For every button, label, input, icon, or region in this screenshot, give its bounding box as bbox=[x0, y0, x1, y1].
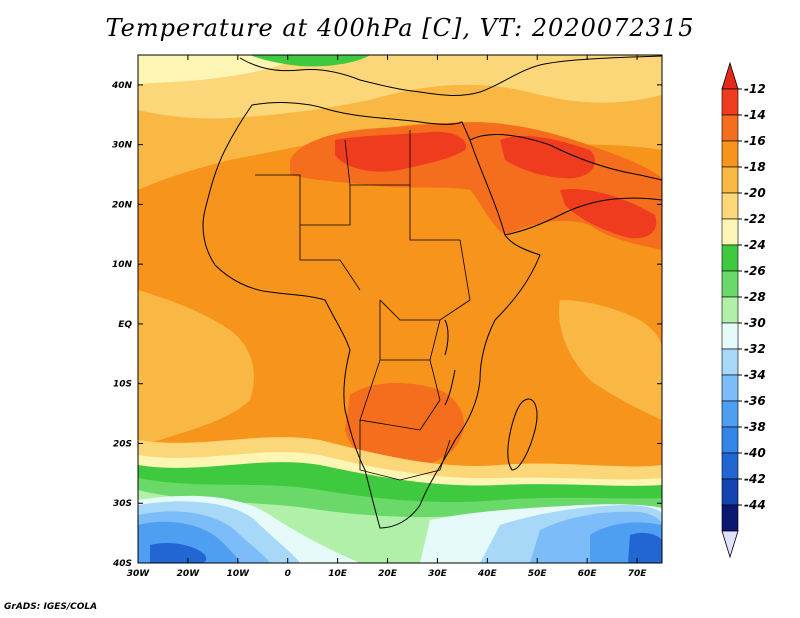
lon-tick-label: 10E bbox=[328, 569, 348, 579]
colorbar-arrow-bottom bbox=[721, 530, 739, 559]
colorbar: -12 -14 -16 -18 -20 -22 -24 -26 -28 -30 -32 -34 -36 -… bbox=[721, 61, 766, 559]
colorbar-label: -18 bbox=[744, 160, 766, 174]
colorbar-swatch bbox=[721, 218, 739, 246]
lon-tick-label: 70E bbox=[628, 569, 648, 579]
lon-tick-label: 10W bbox=[227, 569, 251, 579]
arabia-coastline bbox=[469, 134, 663, 236]
field-zone-hottest-arabia bbox=[500, 135, 595, 179]
lon-tick-label: 30W bbox=[127, 569, 151, 579]
colorbar-label: -40 bbox=[744, 446, 766, 460]
lat-tick-label: 10S bbox=[113, 380, 132, 390]
colorbar-label: -20 bbox=[744, 186, 766, 200]
grads-credit: GrADS: IGES/COLA bbox=[4, 602, 98, 612]
field-zone-hottest-sahara bbox=[335, 131, 466, 172]
lat-tick-label: 40N bbox=[111, 81, 133, 91]
colorbar-label: -12 bbox=[744, 82, 766, 96]
field-zone-southeast-cold4 bbox=[628, 532, 662, 563]
temperature-field bbox=[138, 55, 662, 563]
colorbar-label: -16 bbox=[744, 134, 766, 148]
field-zone-east-light bbox=[559, 300, 662, 420]
colorbar-label: -14 bbox=[744, 108, 766, 122]
lon-tick-label: 50E bbox=[528, 569, 548, 579]
colorbar-swatch bbox=[721, 322, 739, 350]
colorbar-swatch bbox=[721, 270, 739, 298]
colorbar-label: -32 bbox=[744, 342, 766, 356]
field-zone-south-cold4 bbox=[150, 543, 207, 563]
colorbar-swatch bbox=[721, 452, 739, 480]
colorbar-swatch bbox=[721, 400, 739, 428]
colorbar-label: -26 bbox=[744, 264, 766, 278]
lat-tick-label: EQ bbox=[118, 320, 132, 330]
colorbar-swatch bbox=[721, 166, 739, 194]
lon-tick-label: 40E bbox=[477, 569, 498, 579]
map-title: Temperature at 400hPa [C], VT: 202007231… bbox=[105, 14, 695, 42]
colorbar-label: -38 bbox=[744, 420, 766, 434]
map-frame bbox=[137, 54, 663, 564]
colorbar-label: -34 bbox=[744, 368, 766, 382]
lon-tick-label: 20E bbox=[378, 569, 398, 579]
colorbar-swatch bbox=[721, 114, 739, 142]
colorbar-label: -22 bbox=[744, 212, 766, 226]
country-borders bbox=[255, 130, 471, 481]
colorbar-swatch bbox=[721, 192, 739, 220]
lat-tick-label: 10N bbox=[112, 260, 133, 270]
colorbar-label: -36 bbox=[744, 394, 766, 408]
madagascar-coastline bbox=[507, 398, 538, 471]
colorbar-swatch bbox=[721, 88, 739, 116]
field-zone-north-green bbox=[250, 55, 370, 67]
field-zone-south-warm bbox=[345, 383, 464, 470]
field-zone-hottest-east bbox=[560, 189, 657, 239]
colorbar-label: -28 bbox=[744, 290, 766, 304]
coastlines bbox=[202, 55, 663, 529]
lakes bbox=[444, 319, 456, 406]
lat-tick-label: 40S bbox=[112, 559, 132, 569]
europe-coastline bbox=[239, 55, 663, 96]
longitude-axis: 30W 20W 10W 0 10E 20E 30E 40E 50E 60E 70E bbox=[127, 55, 647, 579]
colorbar-swatch bbox=[721, 426, 739, 454]
latitude-axis: 40N 30N 20N 10N EQ 10S 20S 30S 40S bbox=[111, 81, 662, 569]
colorbar-swatch bbox=[721, 348, 739, 376]
lon-tick-label: 30E bbox=[428, 569, 448, 579]
colorbar-swatch bbox=[721, 296, 739, 324]
lon-tick-label: 20W bbox=[177, 569, 201, 579]
africa-coastline bbox=[202, 102, 541, 529]
lat-tick-label: 30N bbox=[112, 141, 133, 151]
lat-tick-label: 30S bbox=[113, 499, 132, 509]
colorbar-label: -42 bbox=[744, 472, 766, 486]
field-zone-north-pale bbox=[138, 55, 300, 85]
field-zone-west-light bbox=[138, 290, 254, 445]
colorbar-label: -30 bbox=[744, 316, 766, 330]
lon-tick-label: 0 bbox=[285, 569, 291, 579]
colorbar-swatch bbox=[721, 374, 739, 402]
lat-tick-label: 20N bbox=[112, 200, 133, 210]
colorbar-swatch bbox=[721, 140, 739, 168]
colorbar-swatch bbox=[721, 504, 739, 532]
colorbar-swatch bbox=[721, 478, 739, 506]
colorbar-label: -44 bbox=[744, 498, 766, 512]
colorbar-swatch bbox=[721, 244, 739, 272]
lat-tick-label: 20S bbox=[113, 439, 132, 449]
colorbar-arrow-top bbox=[721, 61, 739, 90]
colorbar-label: -24 bbox=[744, 238, 766, 252]
lon-tick-label: 60E bbox=[578, 569, 598, 579]
